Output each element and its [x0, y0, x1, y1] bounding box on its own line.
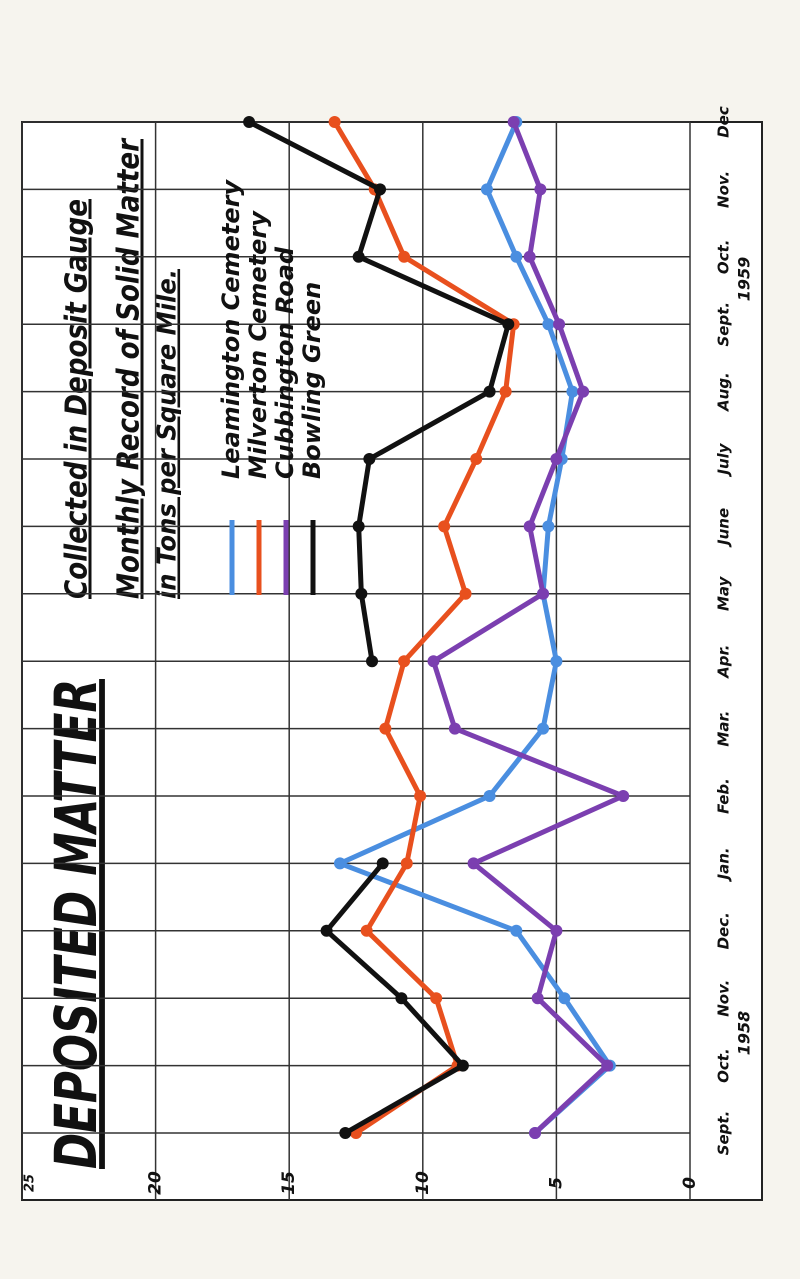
- data-point: [483, 385, 496, 398]
- y-tick-label: 0: [680, 1177, 700, 1189]
- y-tick-label: 25: [23, 1174, 38, 1192]
- year-label: 1959: [735, 257, 754, 302]
- y-tick-label: 5: [546, 1177, 566, 1189]
- data-point: [537, 722, 550, 735]
- data-point: [523, 250, 536, 263]
- data-point: [398, 655, 411, 668]
- data-point: [566, 385, 579, 398]
- data-point: [550, 655, 563, 668]
- y-tick-label: 20: [146, 1171, 166, 1195]
- data-point: [542, 318, 555, 331]
- data-point: [400, 857, 413, 870]
- data-point: [529, 1127, 542, 1139]
- x-tick-label: Oct.: [715, 1048, 733, 1083]
- data-point: [363, 453, 376, 465]
- data-point: [339, 1127, 352, 1139]
- y-tick-label: 15: [279, 1171, 299, 1195]
- year-label: 1958: [735, 1011, 754, 1056]
- data-point: [550, 453, 563, 465]
- data-point: [480, 183, 493, 196]
- data-point: [537, 587, 550, 600]
- data-point: [360, 924, 373, 937]
- legend-label: Bowling Green: [298, 282, 326, 479]
- data-point: [398, 250, 411, 263]
- data-point: [333, 857, 346, 870]
- data-point: [243, 116, 256, 128]
- data-point: [534, 183, 547, 196]
- data-point: [459, 587, 472, 600]
- data-point: [601, 1059, 614, 1072]
- data-point: [395, 992, 408, 1005]
- data-point: [550, 924, 563, 937]
- x-tick-label: Sept.: [715, 302, 733, 347]
- x-tick-label: Oct.: [715, 240, 733, 275]
- x-tick-label: July: [715, 442, 733, 477]
- x-tick-label: Nov.: [715, 171, 733, 208]
- data-point: [507, 116, 520, 128]
- data-point: [376, 857, 389, 870]
- rotated-chart: DEPOSITED MATTER Collected in Deposit Ga…: [21, 106, 763, 1201]
- data-point: [456, 1059, 469, 1072]
- x-tick-label: June: [715, 508, 733, 548]
- x-tick-label: Mar.: [715, 711, 733, 747]
- legend-label: Cubbington Road: [271, 246, 299, 479]
- legend-label: Leamington Cemetery: [217, 179, 245, 479]
- series-line: [430, 119, 626, 1136]
- data-point: [558, 992, 571, 1005]
- chart-title: DEPOSITED MATTER: [42, 679, 110, 1169]
- subtitle: Collected in Deposit Gauge: [60, 199, 95, 599]
- data-point: [617, 790, 630, 802]
- data-point: [352, 520, 365, 533]
- data-point: [542, 520, 555, 533]
- x-tick-label: Nov.: [715, 980, 733, 1017]
- data-point: [355, 587, 368, 600]
- series-line: [337, 119, 613, 1136]
- subtitle: Monthly Record of Solid Matter: [112, 137, 147, 599]
- data-point: [483, 790, 496, 802]
- data-point: [523, 520, 536, 533]
- x-tick-label: Apr.: [715, 645, 733, 679]
- data-point: [577, 385, 590, 398]
- x-tick-label: Dec: [715, 106, 733, 138]
- data-point: [510, 250, 523, 263]
- x-tick-label: Jan.: [715, 847, 733, 882]
- data-point: [414, 790, 427, 802]
- data-point: [320, 924, 333, 937]
- x-tick-label: Feb.: [715, 778, 733, 814]
- legend-label: Milverton Cemetery: [244, 210, 272, 479]
- subtitle: in Tons per Square Mile.: [153, 269, 183, 599]
- data-point: [499, 385, 512, 398]
- series-line: [332, 119, 517, 1136]
- data-point: [470, 453, 483, 465]
- data-point: [467, 857, 480, 870]
- data-point: [553, 318, 566, 331]
- data-point: [427, 655, 440, 668]
- x-tick-label: May: [715, 575, 733, 611]
- data-point: [379, 722, 392, 735]
- data-point: [438, 520, 451, 533]
- x-tick-label: Aug.: [715, 372, 733, 412]
- x-tick-label: Sept.: [715, 1111, 733, 1156]
- y-tick-label: 10: [413, 1171, 433, 1195]
- x-tick-label: Dec.: [715, 912, 733, 949]
- data-point: [430, 992, 443, 1005]
- data-point: [328, 116, 341, 128]
- data-point: [374, 183, 387, 196]
- data-point: [448, 722, 461, 735]
- data-point: [366, 655, 379, 668]
- data-point: [352, 250, 365, 263]
- data-point: [531, 992, 544, 1005]
- data-point: [502, 318, 515, 331]
- data-point: [510, 924, 523, 937]
